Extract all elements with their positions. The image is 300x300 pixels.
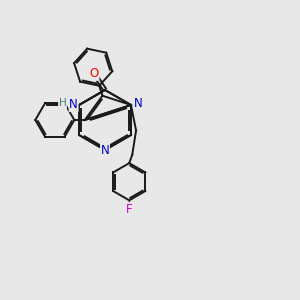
Text: N: N	[134, 97, 143, 110]
Text: N: N	[100, 143, 109, 157]
Text: F: F	[126, 203, 133, 216]
Text: N: N	[69, 98, 78, 112]
Text: H: H	[58, 98, 66, 109]
Text: O: O	[90, 67, 99, 80]
